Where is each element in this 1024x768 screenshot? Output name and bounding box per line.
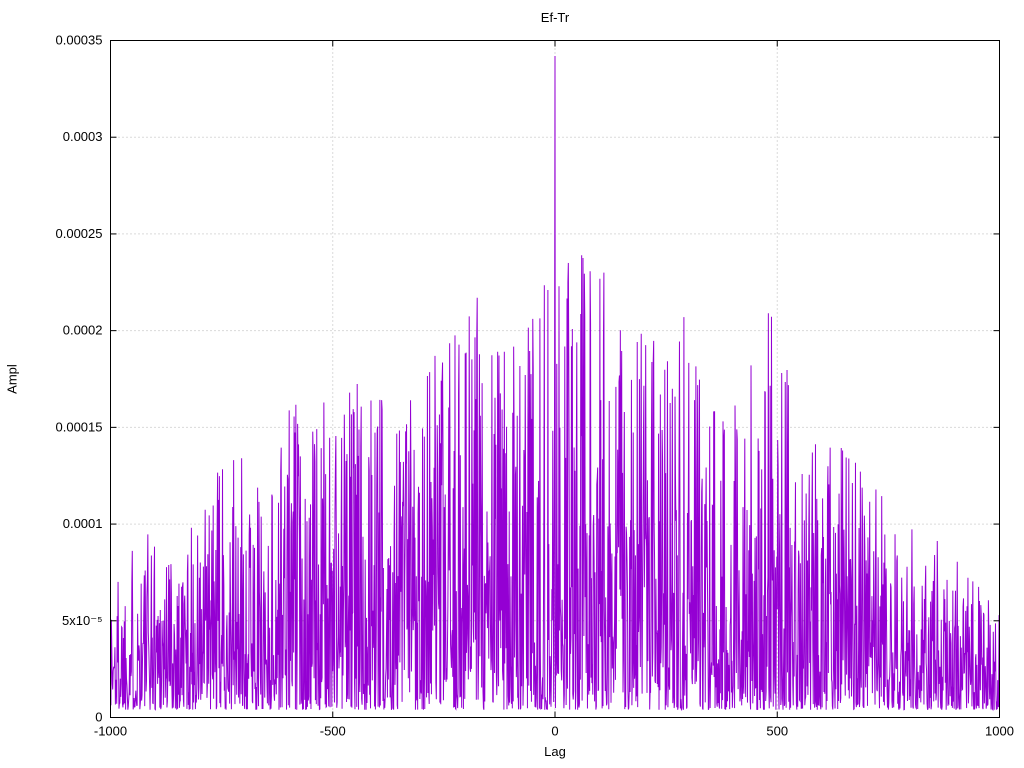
x-tick-label: 0 <box>551 724 558 739</box>
y-tick-label: 0.0001 <box>63 516 103 531</box>
y-tick-label: 0.00015 <box>56 419 103 434</box>
y-tick-label: 0 <box>95 710 102 725</box>
x-tick-label: 500 <box>766 724 788 739</box>
y-tick-label: 5x10⁻⁵ <box>62 613 102 628</box>
y-tick-label: 0.00035 <box>56 33 103 48</box>
x-tick-label: -1000 <box>94 724 127 739</box>
x-axis-label: Lag <box>544 744 566 759</box>
data-series-line <box>110 55 1000 712</box>
y-tick-label: 0.0003 <box>63 129 103 144</box>
y-tick-label: 0.00025 <box>56 226 103 241</box>
chart-title: Ef-Tr <box>540 10 570 25</box>
x-tick-label: 1000 <box>985 724 1014 739</box>
y-tick-label: 0.0002 <box>63 323 103 338</box>
x-tick-label: -500 <box>320 724 346 739</box>
